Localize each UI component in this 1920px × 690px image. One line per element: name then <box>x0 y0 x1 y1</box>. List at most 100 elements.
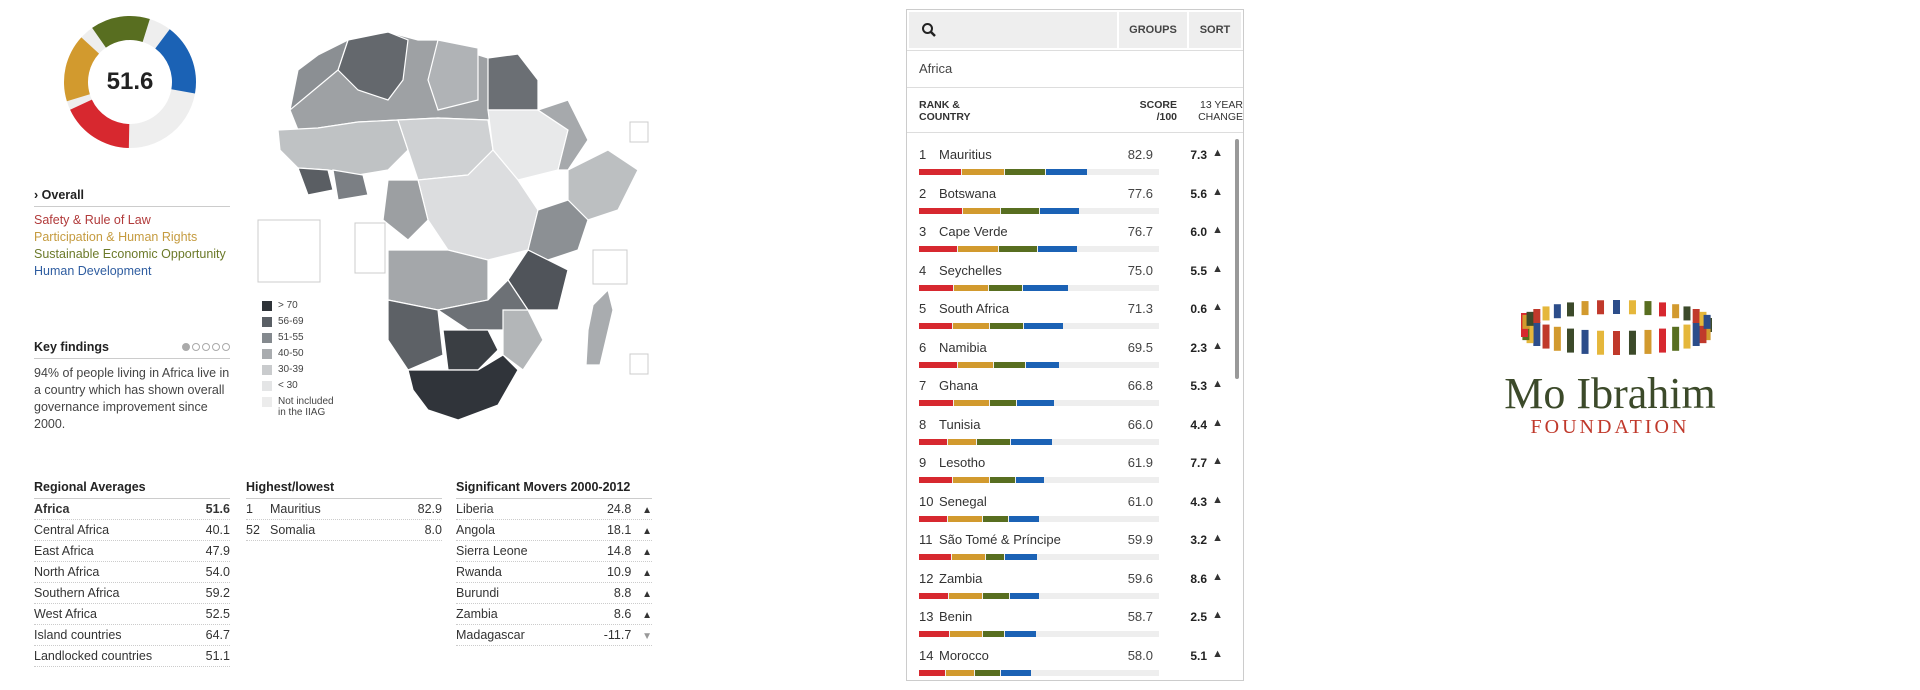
country-score: 66.0 <box>1127 416 1153 432</box>
score-bar-segment <box>958 246 999 252</box>
map-region[interactable] <box>585 288 614 366</box>
table-row[interactable]: 1 Mauritius 82.9 <box>246 499 442 520</box>
ranking-row[interactable]: 3 Cape Verde 76.7 6.0 ▲ <box>919 216 1229 254</box>
indicator-item[interactable]: Participation & Human Rights <box>34 230 198 244</box>
table-row[interactable]: Island countries 64.7 <box>34 625 230 646</box>
ranking-row[interactable]: 6 Namibia 69.5 2.3 ▲ <box>919 332 1229 370</box>
ranking-row[interactable]: 4 Seychelles 75.0 5.5 ▲ <box>919 255 1229 293</box>
logo-ring-block <box>1567 302 1574 317</box>
map-inset[interactable] <box>629 121 649 143</box>
score-bar-segment <box>1004 169 1045 175</box>
map-inset[interactable] <box>257 219 321 283</box>
groups-button[interactable]: GROUPS <box>1119 12 1187 48</box>
chevron-up-icon: ▲ <box>639 568 652 579</box>
map-inset[interactable] <box>354 222 386 274</box>
map-inset[interactable] <box>592 249 628 285</box>
indicator-item[interactable]: Safety & Rule of Law <box>34 213 151 227</box>
table-row[interactable]: Africa 51.6 <box>34 499 230 520</box>
table-row[interactable]: East Africa 47.9 <box>34 541 230 562</box>
ranking-row[interactable]: 14 Morocco 58.0 5.1 ▲ <box>919 640 1229 678</box>
indicator-item[interactable]: Human Development <box>34 264 152 278</box>
chevron-up-icon: ▲ <box>1212 570 1223 583</box>
key-findings-pager[interactable] <box>180 340 230 354</box>
header-score[interactable]: SCORE/100 <box>1139 99 1177 123</box>
africa-map[interactable] <box>238 10 658 430</box>
ranking-row[interactable]: 2 Botswana 77.6 5.6 ▲ <box>919 178 1229 216</box>
map-legend: > 70 56-69 51-55 40-50 30-39 < 30 Not included… <box>262 300 334 422</box>
table-row[interactable]: Zambia 8.6 ▲ <box>456 604 652 625</box>
table-row[interactable]: 52 Somalia 8.0 <box>246 520 442 541</box>
table-row[interactable]: Rwanda 10.9 ▲ <box>456 562 652 583</box>
country-label: 11 São Tomé & Príncipe <box>919 532 1061 547</box>
map-region[interactable] <box>289 38 350 112</box>
country-name: South Africa <box>939 301 1010 316</box>
map-region[interactable] <box>502 309 544 371</box>
donut-segment[interactable] <box>92 16 150 48</box>
map-region[interactable] <box>297 167 334 196</box>
map-region[interactable] <box>442 329 499 371</box>
country-change: 8.6 <box>1190 571 1207 586</box>
country-rank: 6 <box>919 339 927 355</box>
table-row[interactable]: Central Africa 40.1 <box>34 520 230 541</box>
map-region[interactable] <box>407 354 519 421</box>
region-name: North Africa <box>34 565 100 579</box>
map-region[interactable] <box>387 299 444 371</box>
ranking-row[interactable]: 12 Zambia 59.6 8.6 ▲ <box>919 563 1229 601</box>
logo-ring-block <box>1672 304 1680 319</box>
table-row[interactable]: Burundi 8.8 ▲ <box>456 583 652 604</box>
key-findings: Key findings 94% of people living in Afr… <box>34 340 230 433</box>
ranking-row[interactable]: 10 Senegal 61.0 4.3 ▲ <box>919 486 1229 524</box>
map-region[interactable] <box>337 31 409 101</box>
map-region[interactable] <box>387 249 489 311</box>
mover-name: Angola <box>456 523 495 537</box>
legend-swatch <box>262 333 272 343</box>
table-row[interactable]: Sierra Leone 14.8 ▲ <box>456 541 652 562</box>
score-bar-segment <box>919 631 950 637</box>
chevron-up-icon: ▲ <box>639 526 652 537</box>
donut-segment[interactable] <box>155 29 197 94</box>
mover-name: Zambia <box>456 607 498 621</box>
table-row[interactable]: Southern Africa 59.2 <box>34 583 230 604</box>
country-rank: 1 <box>919 147 927 162</box>
map-region[interactable] <box>382 179 429 241</box>
score-bar-segment <box>919 246 957 252</box>
map-region[interactable] <box>277 119 409 176</box>
map-region[interactable] <box>567 149 639 221</box>
scrollbar[interactable] <box>1235 139 1239 379</box>
map-inset[interactable] <box>629 353 649 375</box>
map-region[interactable] <box>427 39 479 111</box>
map-region[interactable] <box>332 169 369 201</box>
indicator-overall[interactable]: › Overall <box>34 188 230 207</box>
indicator-item[interactable]: Sustainable Economic Opportunity <box>34 247 226 261</box>
ranking-row[interactable]: 1 Mauritius 82.9 7.3 ▲ <box>919 139 1229 177</box>
ranking-row[interactable]: 7 Ghana 66.8 5.3 ▲ <box>919 370 1229 408</box>
country-rank: 11 <box>919 532 933 547</box>
sort-button[interactable]: SORT <box>1189 12 1241 48</box>
header-change[interactable]: 13 YEAR CHANGE <box>1198 99 1243 123</box>
logo-ring-block <box>1699 311 1707 326</box>
map-region[interactable] <box>487 53 539 111</box>
ranking-row[interactable]: 5 South Africa 71.3 0.6 ▲ <box>919 293 1229 331</box>
table-row[interactable]: North Africa 54.0 <box>34 562 230 583</box>
country-label: 5 South Africa <box>919 301 1009 316</box>
donut-segment[interactable] <box>63 37 100 102</box>
table-row[interactable]: Liberia 24.8 ▲ <box>456 499 652 520</box>
score-bar-segment <box>953 477 989 483</box>
ranking-row[interactable]: 11 São Tomé & Príncipe 59.9 3.2 ▲ <box>919 524 1229 562</box>
score-bar-segment <box>1011 438 1052 445</box>
table-row[interactable]: West Africa 52.5 <box>34 604 230 625</box>
ranking-row[interactable]: 13 Benin 58.7 2.5 ▲ <box>919 601 1229 639</box>
region-name: Central Africa <box>34 523 110 537</box>
country-score: 61.0 <box>1127 493 1153 509</box>
overall-score-donut[interactable] <box>60 12 200 152</box>
search-box[interactable] <box>909 12 1117 48</box>
legend-label: 56-69 <box>278 316 304 327</box>
table-row[interactable]: Angola 18.1 ▲ <box>456 520 652 541</box>
ranking-list: 1 Mauritius 82.9 7.3 ▲ 2 Botswana 77.6 5.6 ▲ 3 Cape… <box>907 133 1243 681</box>
table-row[interactable]: Landlocked countries 51.1 <box>34 646 230 667</box>
table-row[interactable]: Madagascar -11.7 ▼ <box>456 625 652 646</box>
donut-segment[interactable] <box>70 99 130 148</box>
header-rank-country[interactable]: RANK & COUNTRY <box>919 99 971 123</box>
ranking-row[interactable]: 8 Tunisia 66.0 4.4 ▲ <box>919 409 1229 447</box>
ranking-row[interactable]: 9 Lesotho 61.9 7.7 ▲ <box>919 447 1229 485</box>
